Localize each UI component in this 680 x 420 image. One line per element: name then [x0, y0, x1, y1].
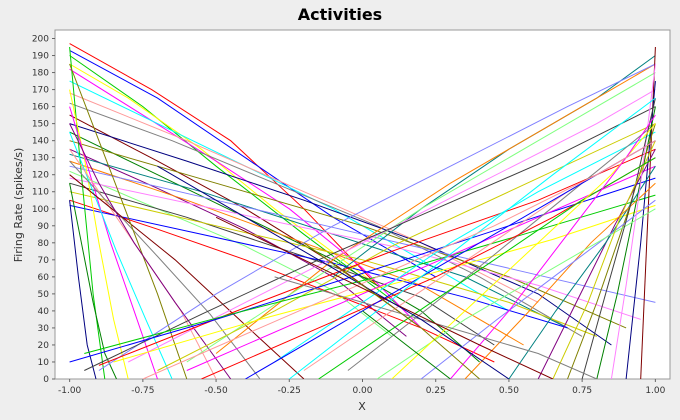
series-line-3 [69, 55, 407, 312]
y-tick-label: 180 [32, 69, 49, 79]
series-line-38 [127, 89, 656, 363]
series-line-52 [567, 123, 656, 379]
series-line-7 [69, 92, 539, 303]
y-tick-label: 40 [38, 307, 50, 317]
y-tick-label: 30 [38, 324, 50, 334]
series-line-63 [318, 157, 656, 379]
series-line-4 [69, 63, 378, 286]
y-tick-label: 0 [43, 375, 49, 385]
series-line-36 [98, 63, 656, 371]
y-tick-label: 200 [32, 35, 49, 45]
series-line-68 [274, 276, 597, 379]
series-line-66 [288, 97, 656, 379]
series-line-20 [69, 191, 597, 337]
series-line-21 [69, 199, 495, 363]
y-tick-label: 50 [38, 290, 50, 300]
y-tick-label: 150 [32, 120, 49, 130]
y-tick-label: 80 [38, 239, 50, 249]
x-tick-label: 0.00 [352, 386, 372, 396]
series-line-12 [69, 140, 627, 329]
y-tick-label: 60 [38, 273, 50, 283]
y-tick-label: 160 [32, 103, 49, 113]
y-tick-label: 130 [32, 154, 49, 164]
series-line-1 [69, 43, 378, 286]
y-tick-label: 110 [32, 188, 49, 198]
series-line-59 [581, 97, 656, 379]
series-line-11 [69, 131, 480, 363]
series-line-62 [245, 140, 656, 379]
series-line-65 [450, 114, 656, 379]
series-line-50 [625, 81, 656, 379]
series-line-44 [113, 204, 656, 363]
series-line-71 [362, 310, 451, 379]
x-tick-label: -0.25 [278, 386, 301, 396]
series-line-48 [347, 123, 656, 371]
series-line-32 [69, 63, 188, 379]
series-line-17 [69, 170, 393, 337]
x-tick-label: -0.50 [204, 386, 228, 396]
x-tick-label: 0.25 [426, 386, 446, 396]
series-line-70 [157, 165, 510, 379]
series-line-39 [84, 106, 656, 371]
y-tick-label: 120 [32, 171, 49, 181]
series-line-45 [186, 165, 656, 371]
series-line-30 [69, 200, 97, 379]
y-tick-label: 70 [38, 256, 50, 266]
series-line-46 [274, 131, 656, 363]
series-line-8 [69, 102, 583, 337]
series-line-13 [69, 148, 407, 337]
series-line-29 [69, 174, 305, 379]
series-line-23 [69, 46, 106, 379]
series-line-37 [186, 72, 656, 363]
y-axis: 0 10 20 30 40 50 60 70 80 90 100 110 120 130 140 150 160… [32, 35, 55, 385]
series-line-42 [69, 177, 656, 363]
y-tick-label: 140 [32, 137, 49, 147]
series-line-41 [98, 148, 656, 366]
x-tick-label: -0.75 [131, 386, 154, 396]
y-tick-label: 170 [32, 86, 49, 96]
x-axis-label: X [358, 400, 366, 413]
x-axis: -1.00 -0.75 -0.50 -0.25 0.00 0.25 0.50 0.75 1.00 [58, 379, 666, 396]
series-line-60 [552, 140, 656, 379]
x-tick-label: 0.50 [499, 386, 519, 396]
y-tick-label: 100 [32, 205, 49, 215]
series-line-72 [303, 242, 480, 379]
y-tick-label: 10 [38, 358, 50, 368]
y-axis-label: Firing Rate (spikes/s) [12, 148, 25, 263]
series-line-67 [142, 140, 656, 379]
x-tick-label: 0.75 [572, 386, 592, 396]
series-line-22 [69, 204, 568, 329]
y-tick-label: 20 [38, 341, 50, 351]
series-line-57 [376, 208, 656, 379]
chart-title: Activities [298, 5, 382, 24]
series-group [69, 43, 656, 379]
series-line-40 [157, 123, 656, 371]
series-line-58 [610, 63, 656, 379]
series-line-24 [69, 89, 129, 379]
y-tick-label: 90 [38, 222, 50, 232]
series-line-55 [464, 182, 656, 379]
series-line-35 [215, 63, 656, 354]
series-line-10 [69, 123, 612, 346]
x-tick-label: -1.00 [58, 386, 82, 396]
y-tick-label: 190 [32, 52, 49, 62]
x-tick-label: 1.00 [645, 386, 665, 396]
